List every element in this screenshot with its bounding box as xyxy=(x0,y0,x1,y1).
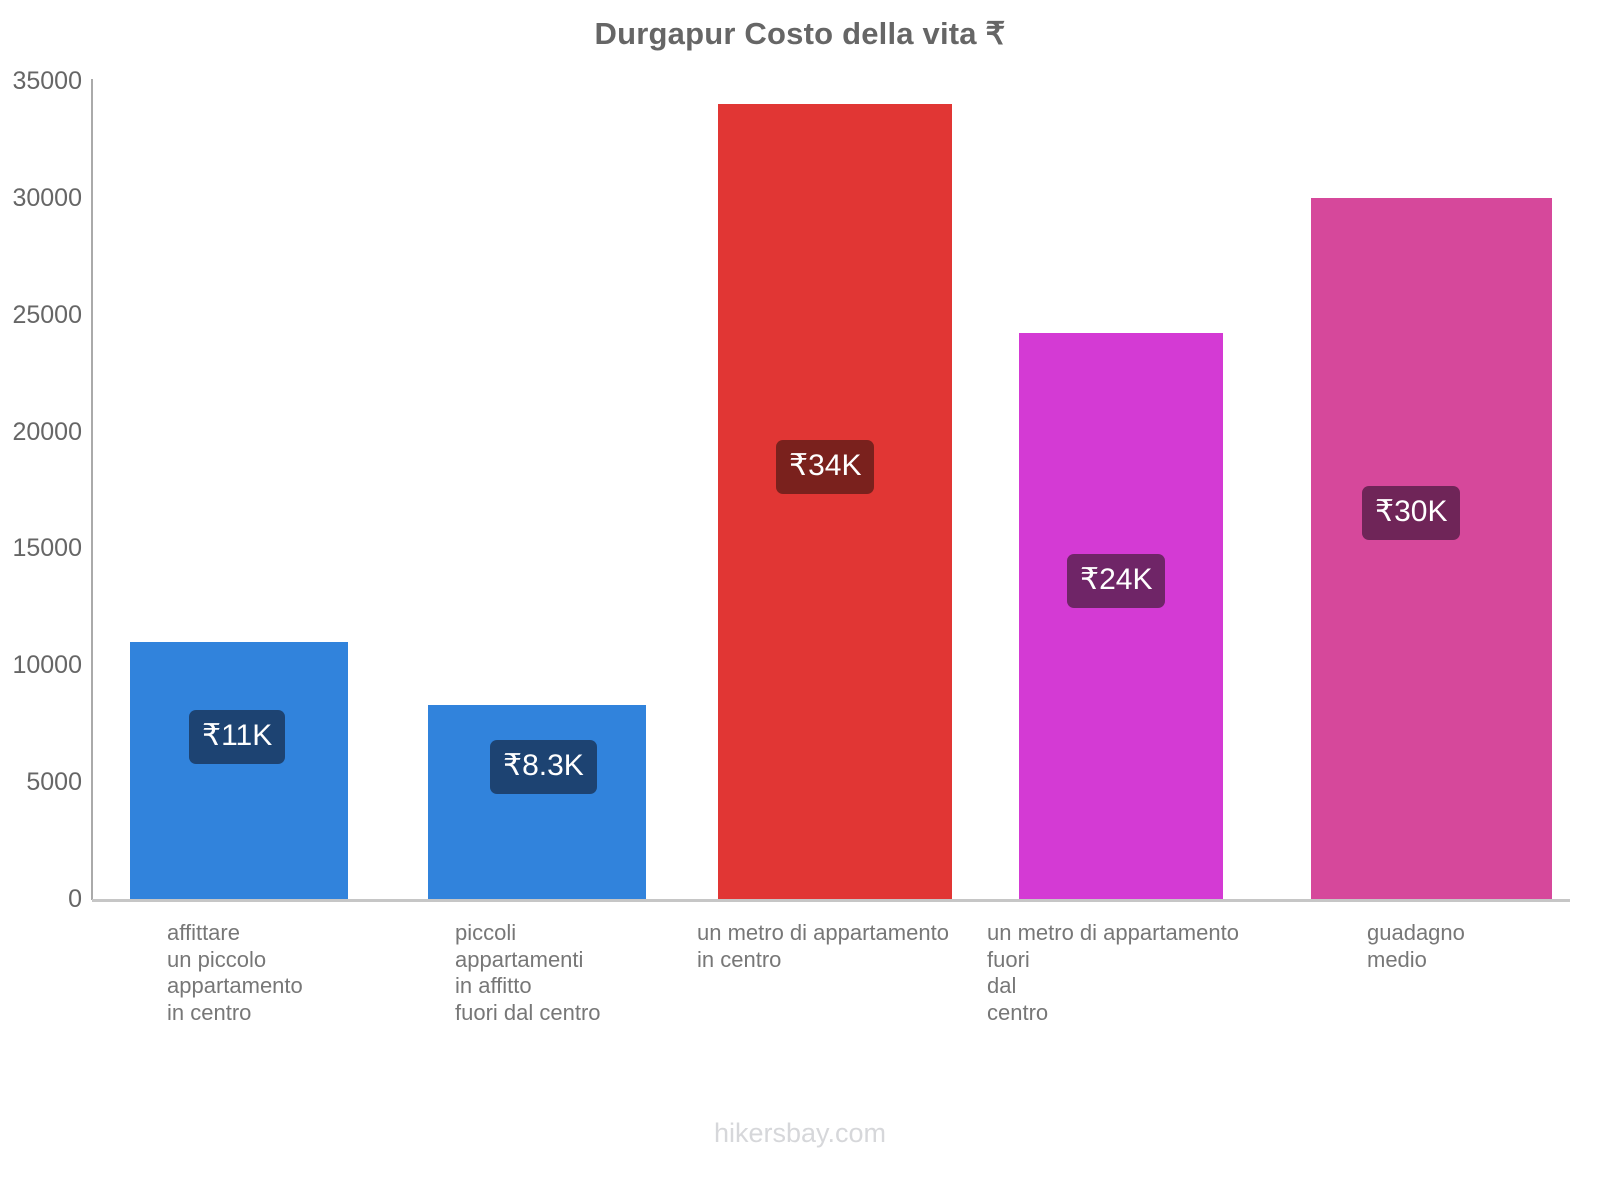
y-axis-tick-label: 10000 xyxy=(12,651,82,680)
y-axis-tick-mark xyxy=(92,899,100,901)
x-axis-category-label: guadagno medio xyxy=(1367,920,1465,972)
y-axis-tick-label: 5000 xyxy=(26,768,82,797)
y-axis-tick-label: 35000 xyxy=(12,67,82,95)
bar[interactable] xyxy=(428,705,646,899)
bar-value-label: ₹34K xyxy=(776,440,875,494)
bar[interactable] xyxy=(1311,197,1552,899)
y-axis-tick-label: 20000 xyxy=(12,417,82,446)
y-axis-tick-label: 25000 xyxy=(12,300,82,329)
bar-value-label: ₹24K xyxy=(1067,554,1166,608)
bar[interactable] xyxy=(718,104,952,899)
bar-value-label: ₹8.3K xyxy=(490,740,597,794)
x-axis-category-label: un metro di appartamento fuori dal centr… xyxy=(987,920,1239,1025)
y-axis-line xyxy=(91,79,93,900)
x-axis-category-label: piccoli appartamenti in affitto fuori da… xyxy=(455,920,601,1025)
x-axis-line xyxy=(92,899,1570,902)
bar[interactable] xyxy=(130,641,348,899)
bar-value-label: ₹30K xyxy=(1362,486,1461,540)
x-axis-category-label: un metro di appartamento in centro xyxy=(697,920,949,972)
x-axis-category-label: affittare un piccolo appartamento in cen… xyxy=(167,920,303,1025)
chart-title: Durgapur Costo della vita ₹ xyxy=(594,16,1006,51)
footer-watermark: hikersbay.com xyxy=(713,1118,887,1148)
bar-value-label: ₹11K xyxy=(189,710,286,764)
bar[interactable] xyxy=(1019,333,1223,899)
y-axis-tick-label: 15000 xyxy=(12,534,82,563)
y-axis-tick-label: 30000 xyxy=(12,183,82,212)
y-axis-tick-label: 0 xyxy=(68,885,82,913)
